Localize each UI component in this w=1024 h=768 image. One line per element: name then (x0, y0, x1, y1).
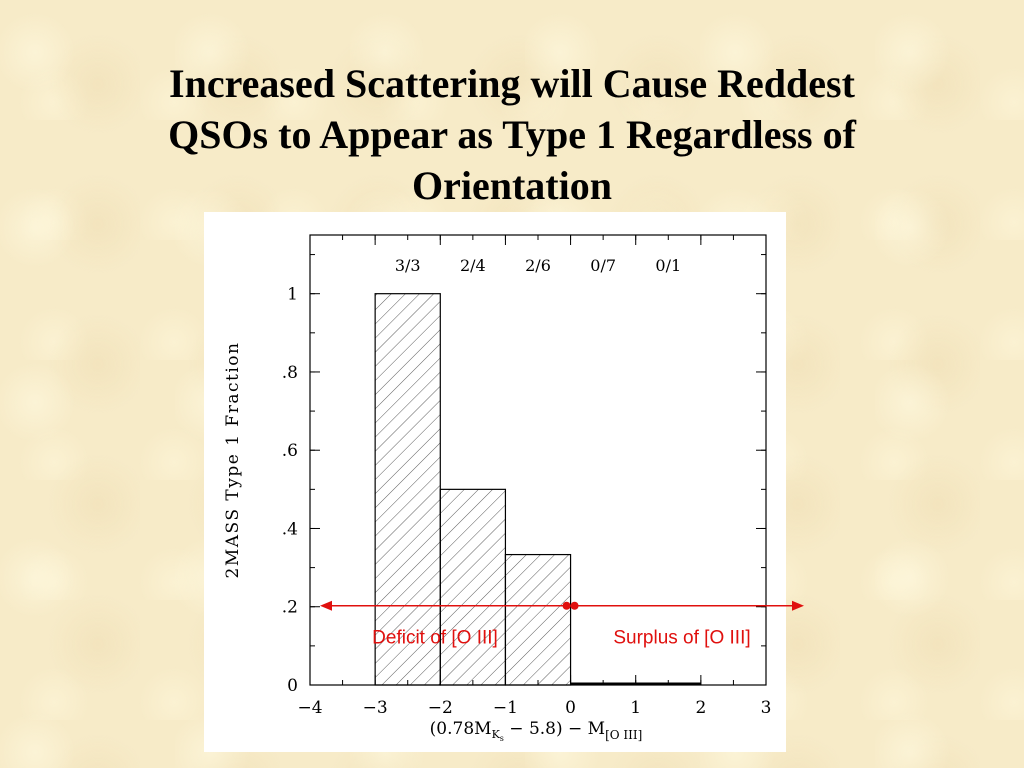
y-tick-label: .2 (282, 598, 298, 618)
deficit-arrowhead (320, 600, 332, 611)
fraction-label: 2/4 (460, 256, 486, 275)
fraction-label: 0/7 (590, 256, 616, 275)
y-tick-label: .8 (282, 363, 298, 383)
x-axis-label: (0.78MKs − 5.8) − M[O III] (430, 719, 643, 743)
title-line: Increased Scattering will Cause Reddest (169, 61, 855, 106)
y-tick-label: .4 (282, 519, 298, 539)
histogram-bar (374, 293, 441, 686)
surplus-arrowhead (792, 600, 804, 611)
fraction-label: 3/3 (395, 256, 421, 275)
x-tick-label: −2 (428, 698, 453, 718)
x-tick-label: −3 (363, 698, 388, 718)
histogram-bar (439, 488, 507, 686)
y-tick-label: 0 (287, 676, 298, 696)
split-marker-dot (570, 601, 579, 610)
title-line: Orientation (412, 163, 612, 208)
surplus-label: Surplus of [O III] (613, 628, 750, 649)
chart-panel: 3/3 2/4 2/6 0/7 0/1 −4 −3 −2 −1 0 1 2 3 0 .2 .4 .6 .8 1 2M… (204, 212, 804, 752)
y-tick-label: 1 (287, 285, 298, 305)
x-tick-label: 3 (761, 698, 772, 718)
histogram-bar (504, 553, 572, 686)
histogram-chart: 3/3 2/4 2/6 0/7 0/1 −4 −3 −2 −1 0 1 2 3 0 .2 .4 .6 .8 1 2M… (223, 234, 804, 743)
fraction-label: 0/1 (655, 256, 681, 275)
x-tick-label: −1 (493, 698, 518, 718)
x-tick-label: 1 (630, 698, 641, 718)
title-line: QSOs to Appear as Type 1 Regardless of (168, 112, 856, 157)
y-axis-label: 2MASS Type 1 Fraction (223, 342, 243, 579)
y-tick-label: .6 (282, 441, 298, 461)
split-marker-dot (562, 601, 571, 610)
fraction-label: 2/6 (525, 256, 551, 275)
deficit-label: Deficit of [O III] (372, 628, 498, 649)
x-tick-label: −4 (297, 698, 322, 718)
x-tick-label: 2 (695, 698, 706, 718)
slide-title: Increased Scattering will Cause Reddest … (80, 58, 944, 211)
x-tick-label: 0 (565, 698, 576, 718)
